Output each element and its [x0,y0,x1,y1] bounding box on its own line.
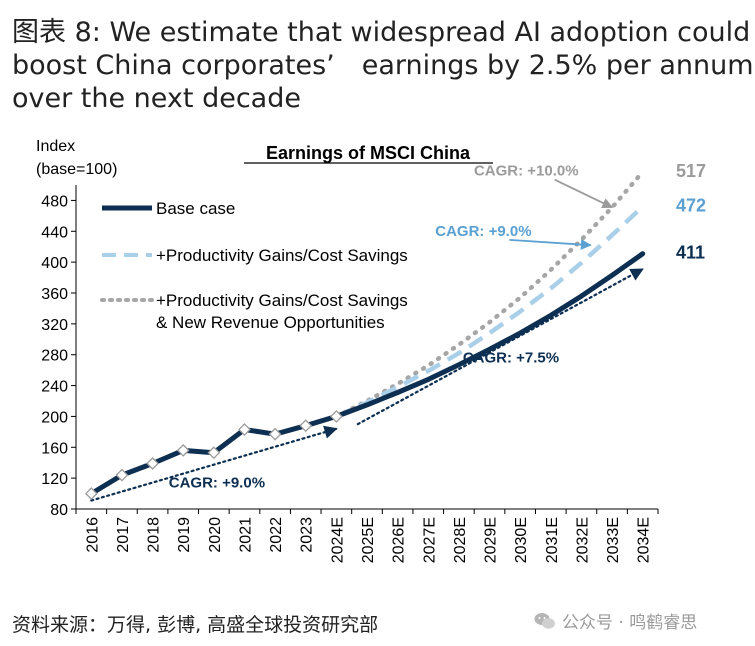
data-point-marker [299,419,313,433]
x-tick-label: 2028E [452,517,469,563]
cagr-trend-arrow [356,267,644,426]
y-tick-label: 280 [41,348,68,365]
series-line-productivity [335,204,645,419]
cagr-trend-arrow [90,425,338,502]
end-labels: 517 472 411 [676,161,706,263]
y-tick-label: 160 [41,440,68,457]
annotations: CAGR: +9.0% CAGR: +7.5% CAGR: +9.0% CAGR: +… [169,163,614,491]
earnings-chart: Earnings of MSCI China Index (base=100) … [36,138,706,563]
end-value-label: 472 [676,196,706,216]
x-tick-label: 2034E [636,517,653,563]
x-tick-label: 2030E [513,517,530,563]
cagr-annotation: CAGR: +7.5% [463,349,559,366]
data-point-marker [329,410,343,423]
cagr-annotation: CAGR: +9.0% [435,223,531,240]
legend-label-revenue-line-1: +Productivity Gains/Cost Savings [156,291,408,310]
x-tick-label: 2024E [329,517,346,563]
watermark-text: 公众号 · 鸣鹤睿思 [562,613,698,633]
legend: Base case +Productivity Gains/Cost Savin… [100,199,408,332]
legend-label-revenue-line-2: & New Revenue Opportunities [156,313,385,332]
x-tick-label: 2022 [268,517,285,553]
data-point-marker [176,443,190,457]
source-note: 资料来源：万得, 彭博, 高盛全球投资研究部 [12,614,379,636]
x-tick-label: 2032E [574,517,591,563]
x-tick-label: 2017 [115,517,132,553]
x-tick-label: 2023 [299,517,316,553]
y-tick-label: 480 [41,193,68,210]
data-point-marker [115,468,129,482]
data-point-marker [238,423,251,436]
watermark: 公众号 · 鸣鹤睿思 [534,608,697,633]
data-markers [84,410,343,500]
x-tick-label: 2019 [176,517,193,553]
cagr-annotation: CAGR: +10.0% [474,163,579,180]
trend-arrows [90,267,644,502]
figure-title-line-3: over the next decade [12,83,301,114]
cagr-annotation-arrow [554,178,614,209]
data-point-marker [207,446,221,460]
y-tick-label: 440 [41,224,68,241]
x-tick-label: 2025E [360,517,377,563]
legend-label-productivity: +Productivity Gains/Cost Savings [156,246,408,265]
x-tick-label: 2016 [84,517,101,553]
y-tick-label: 320 [41,317,68,334]
data-point-marker [268,427,282,441]
data-point-marker [84,487,98,500]
x-tick-label: 2021 [237,517,254,553]
axes: 80 120 160 200 240 280 320 360 400 440 480 2016 2017… [41,185,659,563]
cagr-annotation: CAGR: +9.0% [169,474,265,491]
chart-container: Earnings of MSCI China Index (base=100) … [0,128,755,600]
figure-title: 图表 8: We estimate that widespread AI ado… [12,16,754,115]
x-tick-label: 2029E [483,517,500,563]
y-tick-label: 240 [41,379,68,396]
end-value-label: 411 [676,243,705,263]
figure-title-line-2: boost China corporates’ earnings by 2.5%… [12,50,754,81]
y-axis-label-line-2: (base=100) [36,161,117,178]
wechat-icon [534,612,555,629]
y-tick-label: 360 [41,286,68,303]
cagr-annotation-arrow [509,239,592,250]
x-tick-label: 2020 [207,517,224,553]
x-tick-label: 2033E [605,517,622,563]
x-tick-label: 2026E [391,517,408,563]
y-tick-label: 80 [50,502,68,519]
series-line-base [88,251,646,497]
y-tick-label: 400 [41,255,68,272]
y-tick-label: 120 [41,471,68,488]
series-line-revenue [334,169,645,419]
legend-label-base: Base case [156,199,235,218]
x-tick-label: 2031E [544,517,561,563]
data-point-marker [146,457,159,470]
figure-title-line-1: 图表 8: We estimate that widespread AI ado… [12,17,751,48]
y-axis-label-line-1: Index [36,138,75,155]
x-tick-label: 2018 [146,517,163,553]
y-tick-label: 200 [41,409,68,426]
end-value-label: 517 [676,161,706,181]
series-lines [88,169,646,497]
chart-title: Earnings of MSCI China [266,143,471,163]
x-tick-label: 2027E [421,517,438,563]
